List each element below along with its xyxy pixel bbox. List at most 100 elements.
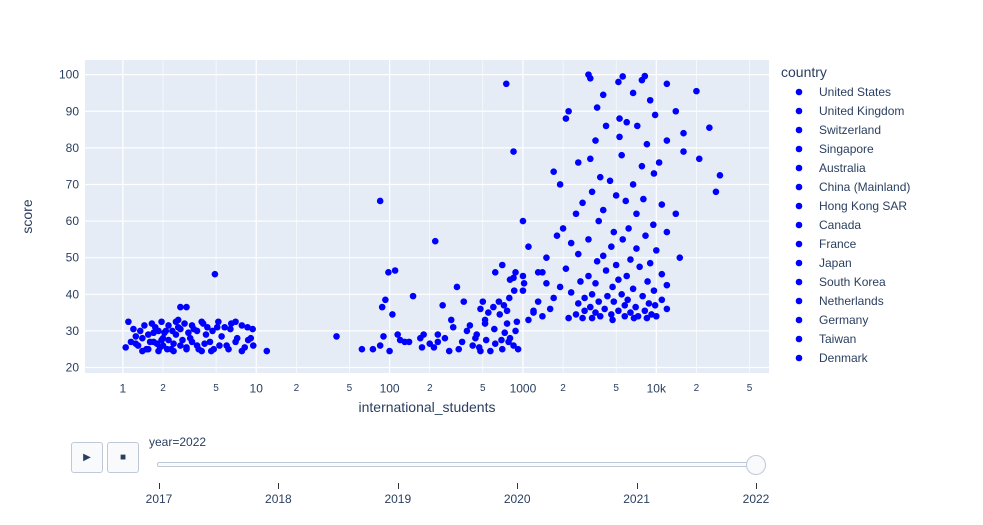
year-tick-label[interactable]: 2021 (623, 492, 650, 506)
data-point (595, 298, 603, 305)
data-point (627, 309, 634, 316)
data-point (629, 89, 637, 97)
data-point (525, 316, 532, 324)
legend-marker (795, 164, 803, 172)
data-point (482, 336, 490, 344)
data-point (174, 316, 182, 324)
data-point (640, 195, 647, 203)
x-tick-label: 5 (480, 383, 486, 394)
data-point (556, 181, 564, 188)
data-point (125, 318, 132, 326)
data-point (193, 327, 201, 335)
data-point (165, 322, 172, 329)
year-tick (278, 483, 280, 489)
data-point (498, 336, 505, 344)
stop-button[interactable]: ■ (107, 442, 139, 473)
data-point (556, 283, 564, 291)
data-point (503, 307, 511, 315)
data-point (608, 243, 615, 251)
data-point (161, 329, 168, 337)
year-slider-handle[interactable] (746, 455, 766, 475)
data-point (434, 331, 442, 338)
year-tick (636, 483, 638, 489)
data-point (502, 80, 510, 88)
data-point (610, 228, 618, 236)
data-point (680, 148, 687, 155)
data-point (623, 118, 631, 126)
data-point (639, 292, 646, 300)
year-tick-label[interactable]: 2022 (742, 492, 770, 506)
data-point (572, 210, 580, 218)
legend-label: Taiwan (819, 332, 856, 346)
data-point (651, 301, 659, 309)
data-point (382, 296, 389, 304)
year-tick-label[interactable]: 2019 (384, 492, 412, 506)
data-point (225, 345, 232, 353)
data-point (618, 290, 625, 298)
year-tick-label[interactable]: 2017 (145, 492, 173, 506)
data-point (244, 323, 251, 331)
data-point (218, 333, 225, 340)
data-point (209, 327, 216, 335)
data-point (643, 140, 651, 148)
data-point (396, 336, 404, 344)
data-point (495, 298, 503, 305)
data-point (627, 256, 634, 263)
year-tick-label[interactable]: 2018 (265, 492, 292, 506)
data-point (593, 104, 601, 111)
data-point (376, 197, 384, 205)
data-point (188, 322, 196, 329)
data-point (169, 327, 176, 335)
data-point (663, 228, 671, 236)
data-point (655, 159, 663, 166)
y-tick-label: 100 (59, 68, 79, 82)
legend-label: China (Mainland) (819, 180, 910, 194)
data-point (132, 333, 140, 340)
data-point (695, 155, 703, 163)
data-point (496, 311, 504, 318)
data-point (479, 298, 487, 305)
legend-marker (795, 278, 803, 286)
data-point (386, 347, 393, 355)
data-point (629, 285, 637, 293)
x-tick-label: 5 (347, 383, 353, 394)
data-point (358, 345, 366, 353)
legend-marker (795, 126, 803, 134)
data-point (501, 329, 509, 337)
data-point (581, 307, 588, 315)
data-point (519, 287, 527, 294)
data-point (458, 338, 466, 346)
data-point (405, 338, 413, 346)
data-point (460, 298, 468, 305)
data-point (431, 237, 439, 245)
data-point (592, 280, 599, 287)
data-point (624, 296, 631, 304)
data-point (185, 329, 192, 337)
data-point (633, 122, 641, 130)
legend-label: Singapore (819, 142, 874, 156)
year-tick-label[interactable]: 2020 (503, 492, 531, 506)
x-tick-label: 5 (747, 383, 753, 394)
data-point (609, 316, 616, 324)
data-point (249, 325, 256, 333)
year-tick (397, 483, 399, 489)
legend-marker (795, 297, 803, 305)
data-point (716, 172, 724, 179)
x-tick-label: 10 (250, 381, 264, 395)
y-tick-label: 20 (66, 361, 80, 375)
year-slider-track[interactable] (157, 462, 757, 467)
data-point (513, 318, 521, 326)
y-tick-label: 60 (66, 214, 80, 228)
data-point (588, 290, 596, 298)
data-point (672, 107, 680, 115)
x-tick-label: 1 (120, 381, 127, 395)
data-point (519, 272, 527, 280)
plot-background (85, 60, 769, 373)
year-tick (159, 483, 160, 489)
data-point (534, 269, 542, 276)
data-point (565, 107, 572, 115)
data-point (155, 347, 162, 355)
play-button[interactable]: ▶ (71, 442, 103, 473)
data-point (599, 252, 607, 260)
data-point (606, 177, 614, 185)
